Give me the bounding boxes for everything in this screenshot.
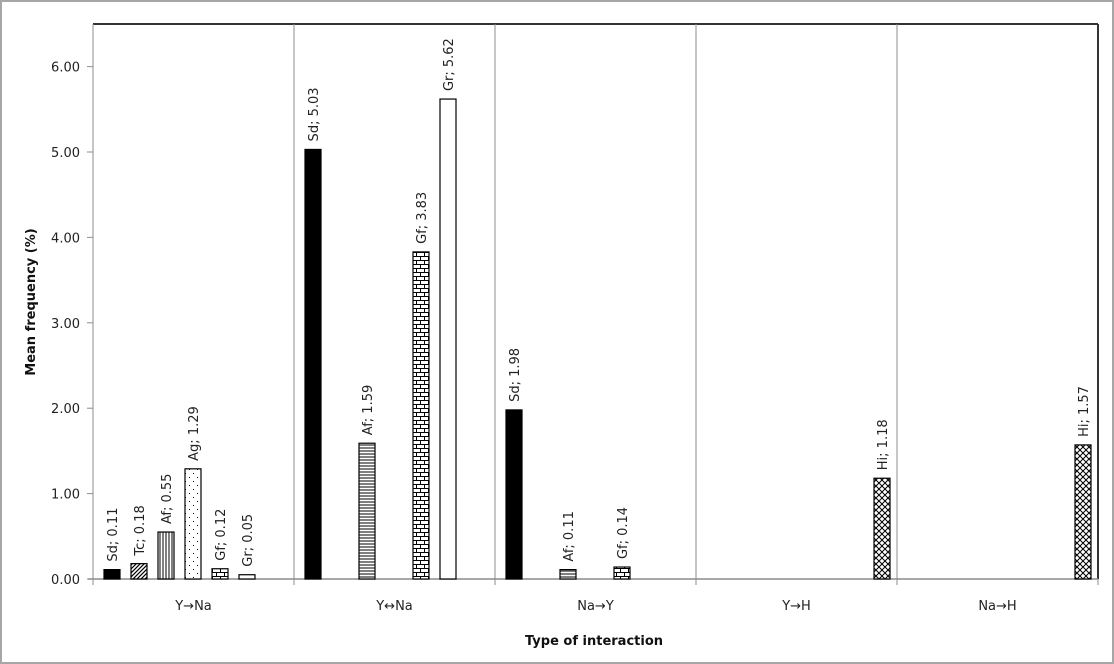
data-label: Af; 0.11 (562, 511, 577, 561)
y-tick-label: 4.00 (51, 231, 80, 246)
data-labels: Sd; 0.11 Sd; 5.03 Sd; 1.98 Tc; 0.18 Af; 0.55… (106, 38, 1092, 567)
bar-af (157, 531, 175, 580)
y-axis: 0.00 1.00 2.00 3.00 4.00 5.00 6.00 (51, 61, 93, 588)
y-tick-label: 3.00 (51, 317, 80, 332)
y-tick-label: 5.00 (51, 146, 80, 161)
bar-gf (211, 568, 229, 580)
plot-area (88, 23, 1099, 580)
bar-sd (304, 148, 322, 580)
x-axis-title: Type of interaction (525, 634, 663, 649)
bar-gf (412, 251, 430, 580)
data-label: Af; 1.59 (361, 385, 376, 435)
y-axis-title: Mean frequency (%) (24, 228, 39, 375)
data-label: Hi; 1.18 (876, 419, 891, 470)
data-label: Ag; 1.29 (187, 406, 202, 461)
data-label: Gf; 0.14 (616, 507, 631, 559)
bar-hi (873, 477, 891, 580)
bar-hi (1074, 444, 1092, 580)
category-separators (92, 24, 1099, 585)
bar-af (358, 442, 376, 580)
bar-af (559, 569, 577, 580)
data-label: Gf; 3.83 (415, 192, 430, 244)
x-category-label: Y↔Na (375, 599, 413, 614)
x-category-label: Na→H (978, 599, 1016, 614)
bar-sd (103, 569, 121, 580)
data-label: Sd; 5.03 (307, 87, 322, 141)
y-tick-label: 6.00 (51, 61, 80, 76)
x-category-label: Y→H (781, 599, 811, 614)
data-label: Gr; 0.05 (241, 514, 256, 567)
bar-sd (505, 409, 523, 580)
data-label: Sd; 1.98 (508, 348, 523, 402)
x-axis: Y→Na Y↔Na Na→Y Y→H Na→H (174, 599, 1016, 614)
bar-gr (238, 574, 256, 580)
x-category-label: Y→Na (174, 599, 212, 614)
y-tick-label: 0.00 (51, 573, 80, 588)
x-category-label: Na→Y (577, 599, 614, 614)
y-tick-label: 2.00 (51, 402, 80, 417)
data-label: Hi; 1.57 (1077, 386, 1092, 437)
bar-ag (184, 468, 202, 580)
data-label: Gf; 0.12 (214, 509, 229, 561)
data-label: Sd; 0.11 (106, 508, 121, 562)
bar-gf (613, 566, 631, 580)
y-tick-label: 1.00 (51, 488, 80, 503)
bar-gr (439, 98, 457, 580)
data-label: Tc; 0.18 (133, 505, 148, 556)
data-label: Gr; 5.62 (442, 38, 457, 91)
bars (103, 98, 1092, 580)
bar-tc (130, 563, 148, 580)
data-label: Af; 0.55 (160, 474, 175, 524)
